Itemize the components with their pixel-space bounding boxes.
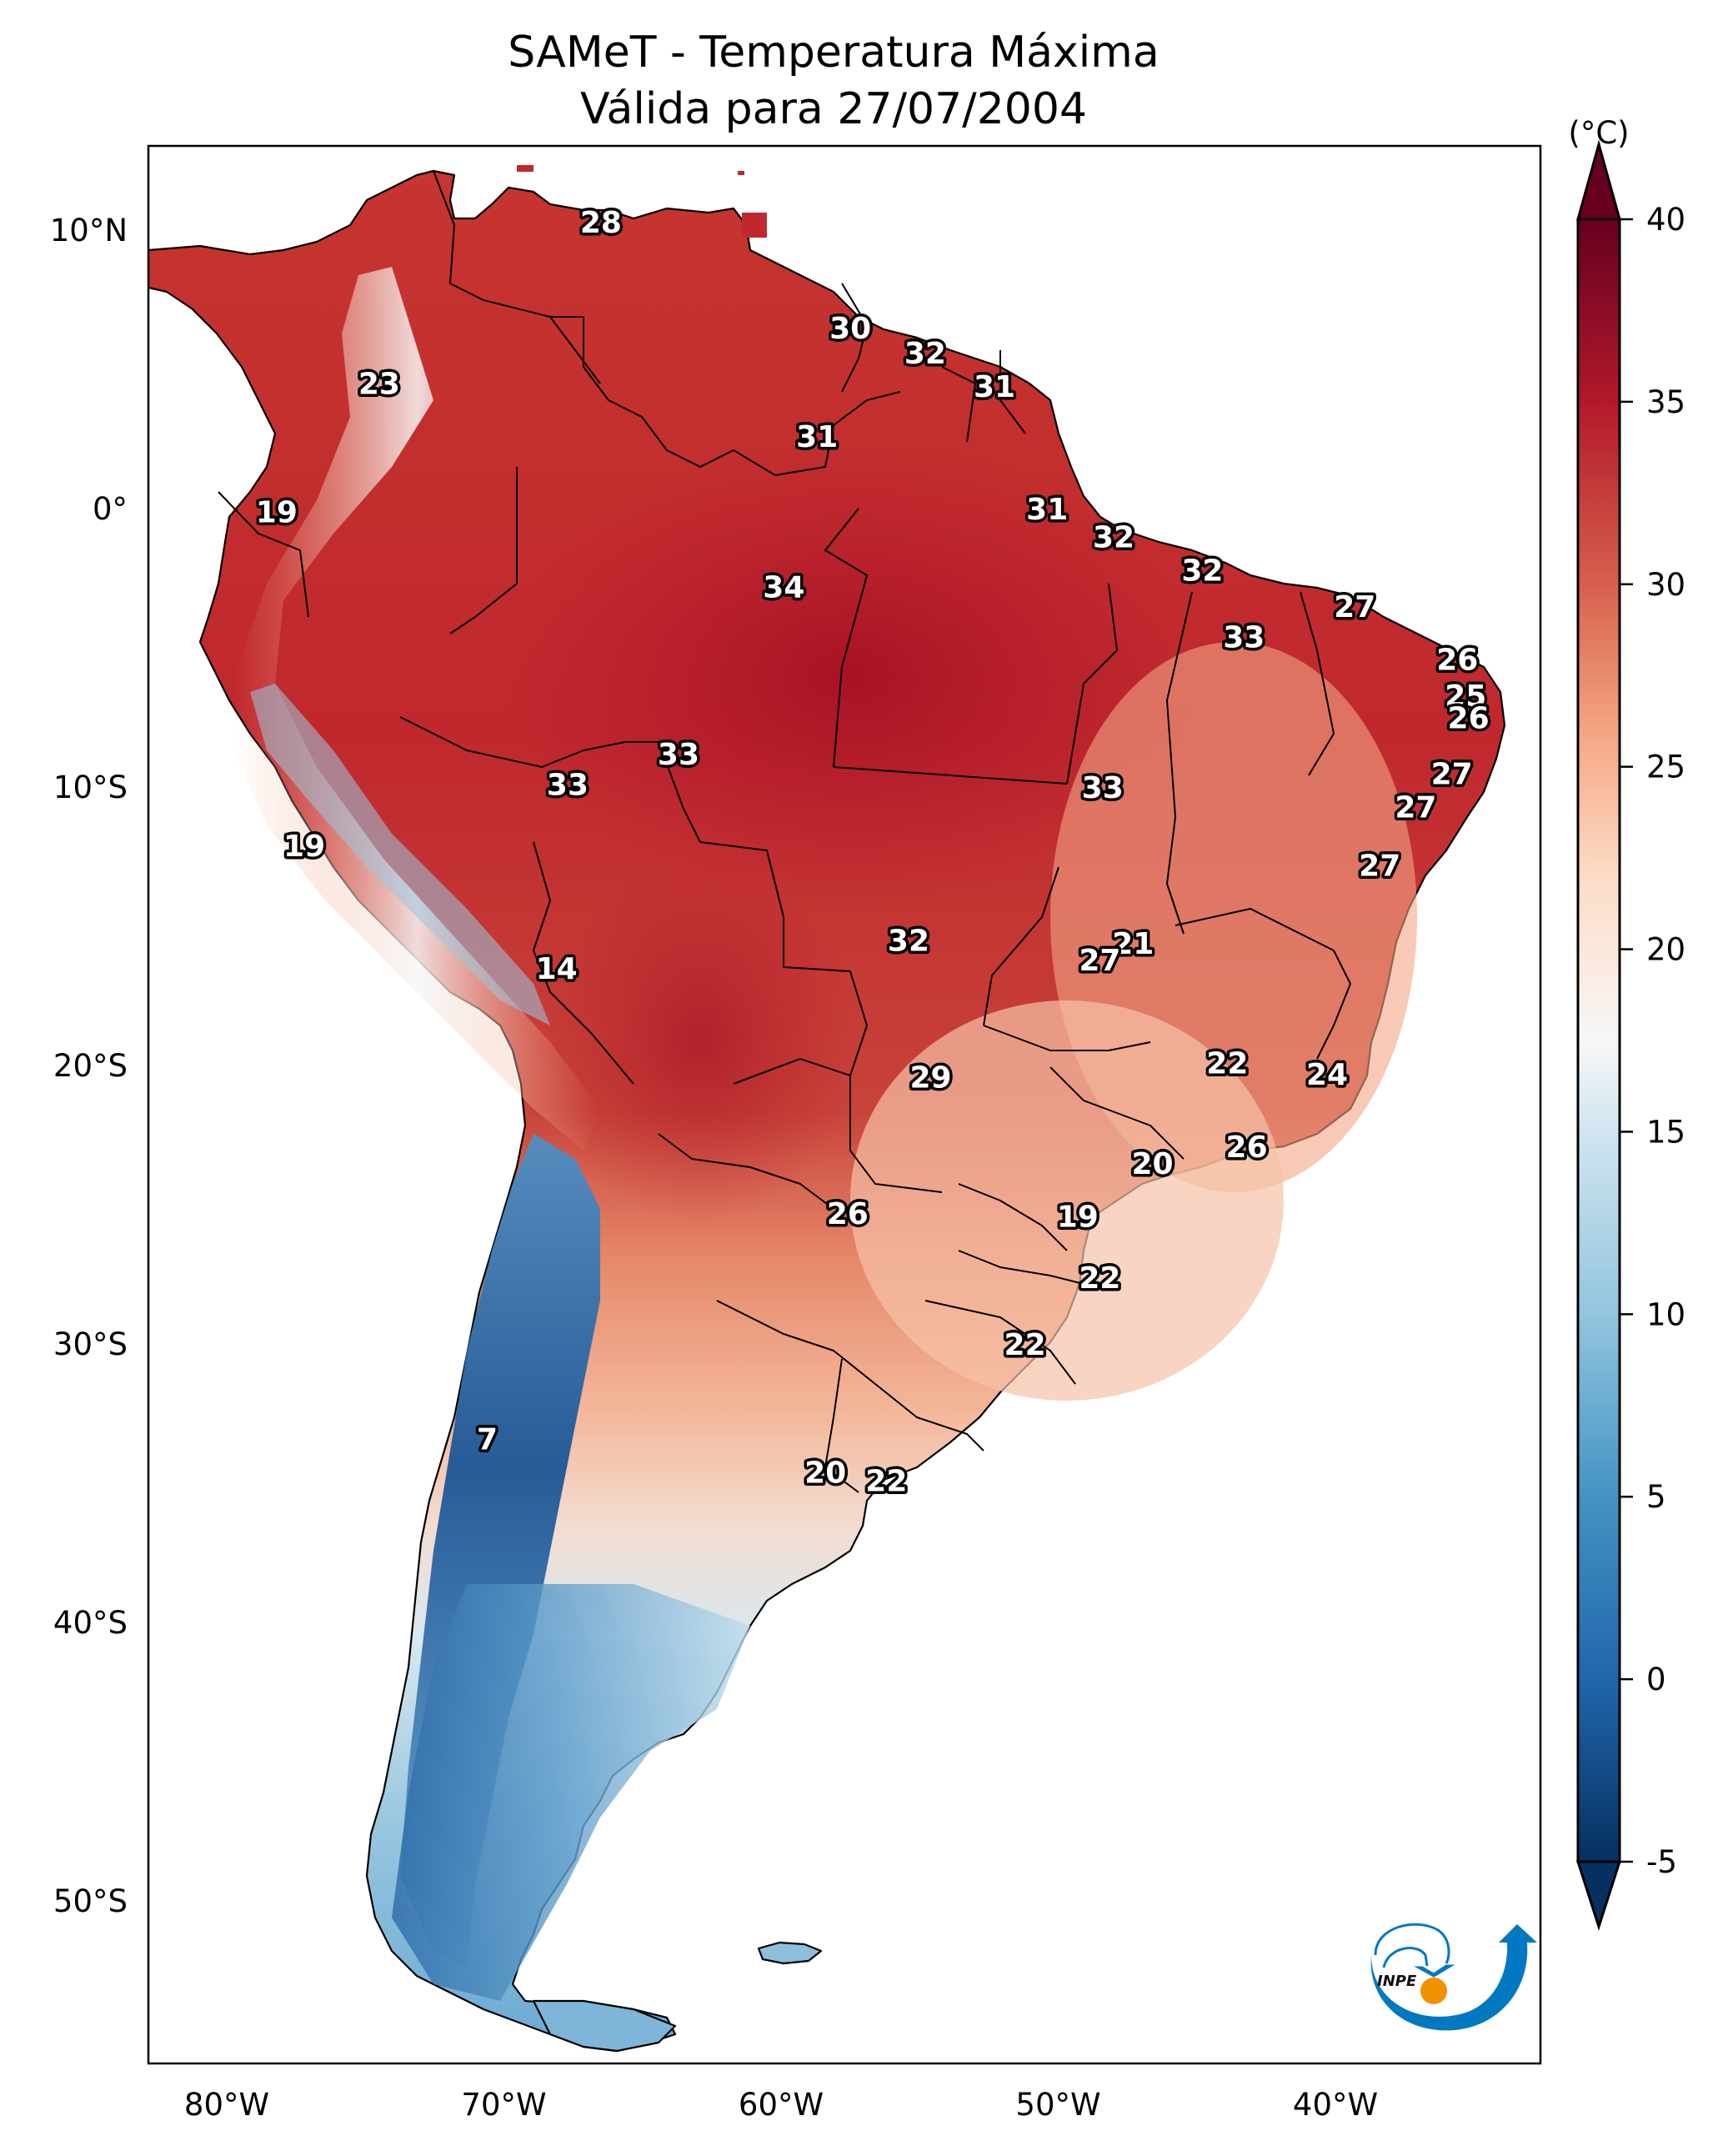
patagonia-region	[392, 1584, 750, 2001]
logo-arc	[1374, 1923, 1450, 1964]
temperature-annotation: 33	[547, 769, 589, 803]
temperature-annotation: 22	[1079, 1261, 1120, 1296]
y-tick-label: 40°S	[53, 1605, 128, 1641]
island-speck	[738, 171, 744, 175]
y-tick-label: 0°	[93, 491, 128, 527]
temperature-annotation: 33	[1082, 771, 1124, 805]
temperature-annotation: 31	[974, 370, 1015, 404]
colorbar-tick-label: -5	[1646, 1844, 1677, 1880]
temperature-annotation: 14	[536, 952, 578, 986]
temperature-annotation: 32	[904, 337, 946, 371]
temperature-annotation: 26	[1226, 1131, 1268, 1165]
temperature-annotation: 33	[658, 738, 699, 772]
colorbar-tick-label: 5	[1646, 1479, 1666, 1515]
y-tick-label: 30°S	[53, 1326, 128, 1362]
plot-frame	[147, 144, 1542, 2065]
chart-subtitle: Válida para 27/07/2004	[580, 84, 1087, 134]
colorbar-body	[1576, 218, 1621, 1863]
logo-inner-arc	[1382, 1947, 1429, 1968]
temperature-annotation: 7	[477, 1423, 498, 1457]
colorbar-extend-min	[1575, 1860, 1622, 1931]
colorbar-tick-label: 0	[1646, 1662, 1666, 1697]
colorbar-tick-label: 30	[1646, 567, 1685, 603]
x-tick-label: 80°W	[184, 2087, 269, 2123]
logo-text: INPE	[1377, 1973, 1417, 1990]
temperature-annotation: 32	[1093, 520, 1134, 554]
temperature-annotation: 27	[1431, 757, 1473, 791]
colorbar-tick-label: 15	[1646, 1114, 1685, 1150]
x-tick-label: 40°W	[1293, 2087, 1378, 2123]
temperature-annotation: 27	[1395, 790, 1436, 825]
andes-cool-band	[233, 267, 600, 1151]
colorbar-tick-label: 35	[1646, 384, 1685, 420]
chaco-hot-region	[542, 859, 859, 1226]
amazon-hot-region	[500, 442, 1200, 909]
temperature-annotation: 27	[1359, 850, 1400, 884]
temperature-annotation: 27	[1334, 590, 1375, 624]
temperature-annotation: 32	[1181, 554, 1223, 588]
southeast-brazil-warm-region	[850, 1000, 1284, 1401]
temperature-annotation: 22	[1206, 1047, 1248, 1081]
y-tick-label: 20°S	[53, 1048, 128, 1084]
y-tick-label: 10°S	[53, 770, 128, 805]
x-tick-label: 60°W	[739, 2087, 824, 2123]
x-tick-label: 70°W	[461, 2087, 546, 2123]
temperature-annotation: 22	[865, 1465, 907, 1499]
colorbar-tick-label: 25	[1646, 750, 1685, 785]
temperature-annotation: 34	[763, 571, 804, 605]
x-tick-label: 50°W	[1015, 2087, 1100, 2123]
temperature-annotation: 28	[580, 206, 622, 240]
y-tick-label: 50°S	[53, 1883, 128, 1919]
tierra-del-fuego	[532, 1999, 677, 2053]
temperature-annotation: 26	[1436, 643, 1478, 677]
andes-blue-core	[250, 684, 550, 1025]
temperature-annotation: 20	[1131, 1147, 1173, 1181]
falkland-islands	[757, 1941, 823, 1965]
temperature-annotation: 26	[827, 1197, 869, 1231]
colorbar-tick-label: 40	[1646, 202, 1685, 238]
temperature-annotation: 26	[1448, 702, 1490, 736]
temperature-annotation: 33	[1223, 621, 1265, 655]
temperature-annotation: 21	[1112, 927, 1154, 961]
colorbar-extend-max	[1576, 139, 1621, 221]
colorbar-ticks: 40 35 30 25 20 15 10 5 0 -5	[1620, 202, 1685, 1880]
temperature-annotation: 19	[1057, 1200, 1099, 1234]
temperature-annotation: 20	[804, 1457, 846, 1491]
temperature-annotation: 27	[1079, 944, 1120, 978]
y-tick-label: 10°N	[50, 213, 128, 248]
logo-swoosh	[1370, 1924, 1537, 2031]
trinidad-island	[742, 213, 767, 238]
y-axis-ticks: 10°N 0° 10°S 20°S 30°S 40°S 50°S	[50, 213, 128, 1919]
temperature-annotation: 31	[796, 420, 838, 454]
temperature-annotation: 19	[256, 495, 298, 529]
inpe-logo: INPE	[1370, 1923, 1537, 2031]
temperature-annotation: 29	[909, 1060, 951, 1095]
temperature-annotation: 19	[283, 830, 325, 864]
colorbar-tick-label: 20	[1646, 932, 1685, 968]
temperature-annotation: 25	[1445, 679, 1486, 714]
aruba-curacao-island	[517, 165, 533, 172]
colorbar-tick-label: 10	[1646, 1296, 1685, 1332]
chart-title: SAMeT - Temperatura Máxima	[508, 28, 1159, 78]
logo-sun	[1420, 1978, 1447, 2004]
logo-arrow-head	[1414, 1964, 1455, 1978]
temperature-annotation: 32	[888, 925, 929, 959]
country-borders	[218, 170, 1351, 1493]
temperature-annotation: 31	[1026, 493, 1068, 527]
temperature-annotation: 24	[1306, 1058, 1348, 1092]
temperature-annotation: 23	[358, 368, 400, 402]
temperature-annotation: 22	[1004, 1328, 1046, 1362]
temperature-annotation: 30	[829, 312, 871, 346]
x-axis-ticks: 80°W 70°W 60°W 50°W 40°W	[184, 2087, 1378, 2123]
